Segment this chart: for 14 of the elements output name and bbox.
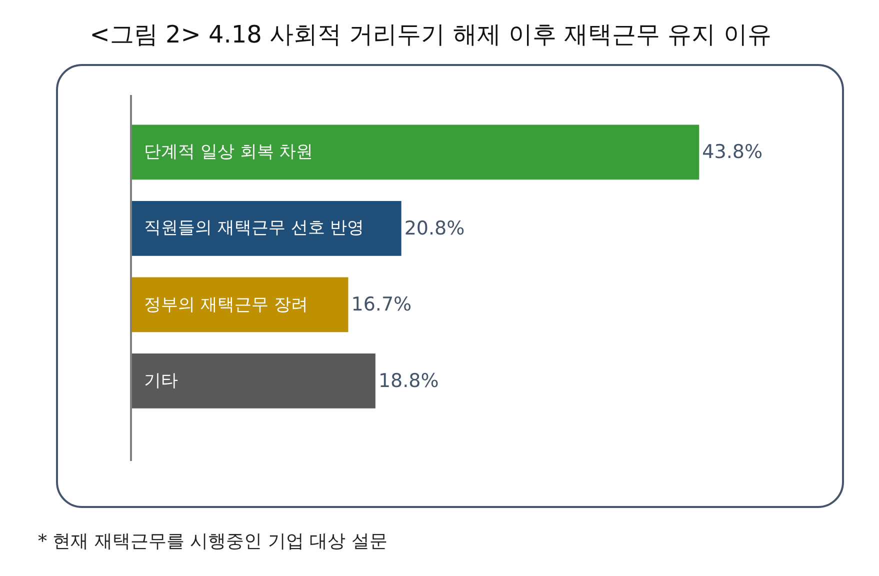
chart-title: <그림 2> 4.18 사회적 거리두기 해제 이후 재택근무 유지 이유 <box>90 20 772 49</box>
data-label: 20.8% <box>404 217 465 240</box>
y-tick-label: 정부의 재택근무 장려 <box>144 295 308 315</box>
y-tick-label: 기타 <box>144 371 178 391</box>
bar <box>132 277 348 332</box>
y-tick-label: 단계적 일상 회복 차원 <box>144 142 314 162</box>
text: * 현재 재택근무를 시행중인 기업 대상 설문 <box>38 531 388 552</box>
data-label: 18.8% <box>378 370 439 392</box>
data-label: 16.7% <box>351 294 412 316</box>
bar <box>132 353 376 408</box>
y-tick-label: 직원들의 재택근무 선호 반영 <box>144 218 364 238</box>
bar <box>132 200 402 256</box>
bar <box>132 124 700 180</box>
data-label: 43.8% <box>702 141 763 164</box>
